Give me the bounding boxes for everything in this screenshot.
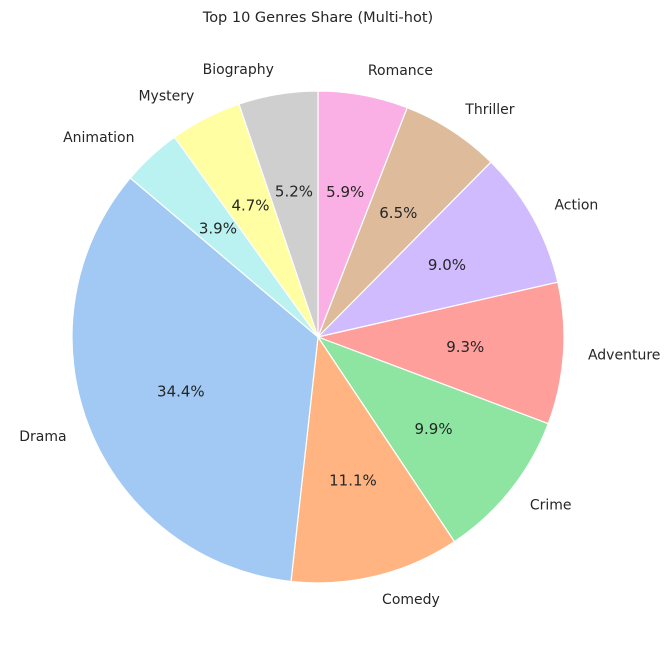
percent-label-action: 9.0% (428, 256, 466, 274)
percent-label-adventure: 9.3% (446, 338, 484, 356)
category-labels: Romance Thriller Action Adventure Crime Comed… (19, 62, 660, 608)
category-label-romance: Romance (368, 63, 433, 79)
pie-slices (71, 90, 565, 584)
pie-slice-comedy (290, 336, 456, 584)
percent-label-romance: 5.9% (326, 183, 364, 201)
percent-label-drama: 34.4% (157, 383, 205, 401)
category-label-drama: Drama (19, 429, 66, 445)
category-label-biography: Biography (203, 62, 274, 78)
chart-title: Top 10 Genres Share (Multi-hot) (202, 10, 433, 26)
category-label-comedy: Comedy (382, 592, 440, 608)
percent-label-biography: 5.2% (275, 182, 313, 200)
pie-slice-action (317, 161, 559, 338)
percent-label-animation: 3.9% (199, 220, 237, 238)
category-label-thriller: Thriller (464, 102, 514, 118)
percent-label-comedy: 11.1% (329, 471, 377, 489)
category-label-adventure: Adventure (588, 347, 660, 363)
percent-labels: 5.9% 6.5% 9.0% 9.3% 9.9% 11.1% 34.4% 3.9% 4.7% 5.… (157, 182, 484, 489)
pie-slice-adventure (317, 281, 565, 425)
percent-label-mystery: 4.7% (231, 197, 269, 215)
percent-label-thriller: 6.5% (379, 204, 417, 222)
category-label-animation: Animation (63, 130, 134, 146)
category-label-mystery: Mystery (138, 88, 194, 104)
category-label-crime: Crime (530, 497, 572, 513)
pie-slice-crime (317, 336, 549, 543)
percent-label-crime: 9.9% (415, 420, 453, 438)
category-label-action: Action (554, 197, 598, 213)
pie-slice-biography (238, 90, 319, 338)
pie-slice-drama (71, 177, 319, 583)
